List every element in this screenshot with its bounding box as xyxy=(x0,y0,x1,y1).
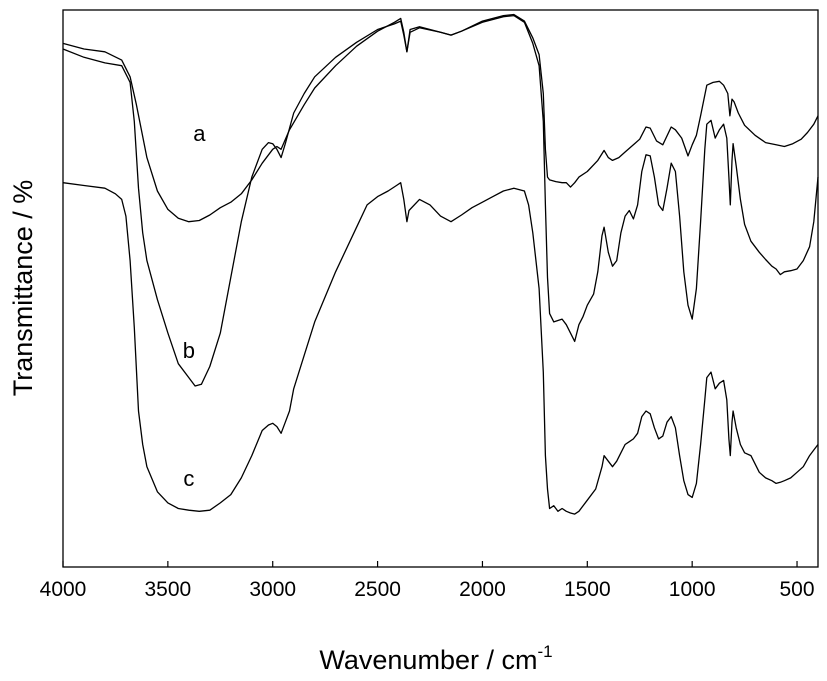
x-axis-title-text: Wavenumber / cm xyxy=(319,645,537,675)
spectrum-line-b xyxy=(62,14,819,387)
x-tick-label: 4000 xyxy=(40,578,87,601)
x-tick-label: 1000 xyxy=(669,578,716,601)
x-axis-ticks: 4000 3500 3000 2500 2000 1500 1000 500 xyxy=(40,561,815,601)
spectrum-curves xyxy=(62,13,819,515)
series-label-c: c xyxy=(183,466,194,491)
spectrum-line-c xyxy=(62,182,819,515)
x-tick-label: 500 xyxy=(780,578,815,601)
series-label-a: a xyxy=(193,121,206,146)
x-tick-label: 2000 xyxy=(459,578,506,601)
plot-frame xyxy=(62,9,819,568)
x-tick-label: 3000 xyxy=(249,578,296,601)
x-tick-label: 2500 xyxy=(354,578,401,601)
series-label-b: b xyxy=(183,338,195,363)
x-axis-title: Wavenumber / cm-1 xyxy=(319,642,552,675)
x-tick-label: 3500 xyxy=(145,578,192,601)
x-tick-label: 1500 xyxy=(564,578,611,601)
spectrum-line-a xyxy=(62,13,819,223)
x-axis-title-superscript: -1 xyxy=(537,642,552,661)
y-axis-title: Transmittance / % xyxy=(8,180,38,397)
series-labels: a b c xyxy=(183,121,206,491)
